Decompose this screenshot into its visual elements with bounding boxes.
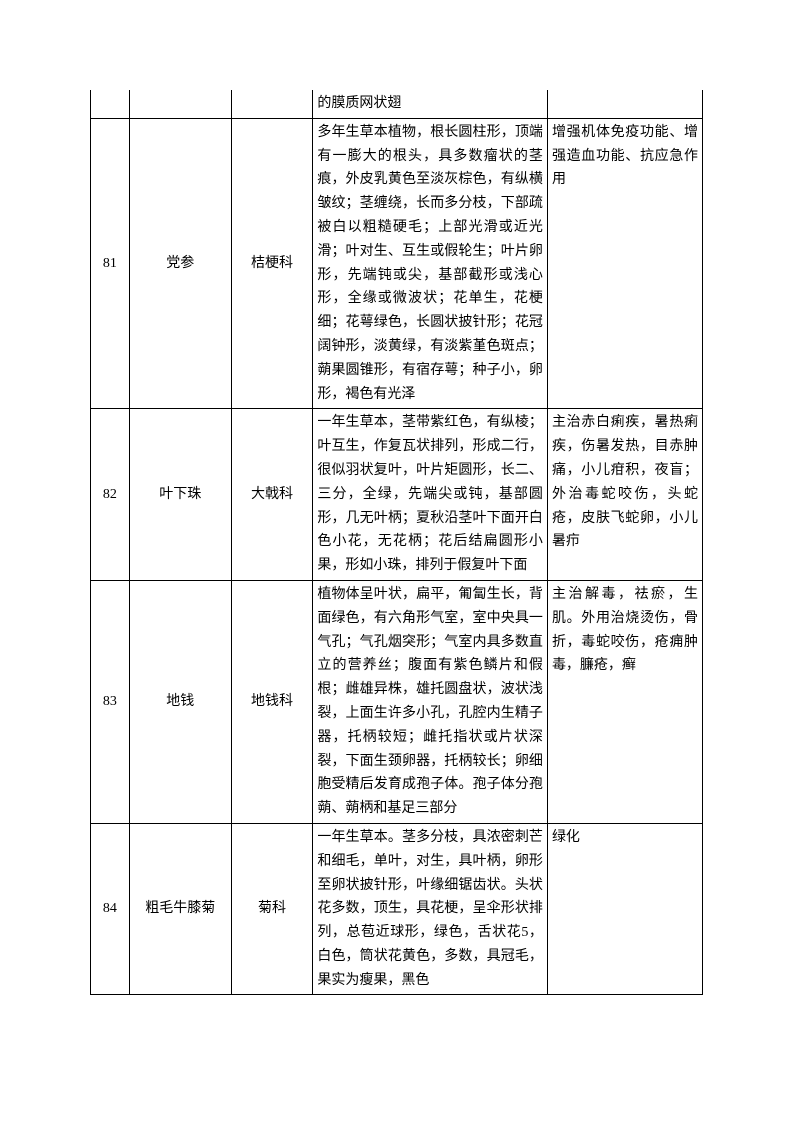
- plant-table: 的膜质网状翅 81 党参 桔梗科 多年生草本植物，根长圆柱形，顶端有一膨大的根头…: [90, 90, 703, 995]
- cell-usage: 主治解毒，祛瘀，生肌。外用治烧烫伤，骨折，毒蛇咬伤，疮痈肿毒，臁疮，癣: [547, 580, 702, 823]
- cell-description: 一年生草本，茎带紫红色，有纵棱；叶互生，作复瓦状排列，形成二行，很似羽状复叶，叶…: [313, 409, 548, 581]
- table-row: 84 粗毛牛膝菊 菊科 一年生草本。茎多分枝，具浓密刺芒和细毛，单叶，对生，具叶…: [91, 823, 703, 995]
- cell-description: 的膜质网状翅: [313, 90, 548, 118]
- cell-description: 植物体呈叶状，扁平，匍匐生长，背面绿色，有六角形气室，室中央具一气孔；气孔烟突形…: [313, 580, 548, 823]
- cell-name: [129, 90, 231, 118]
- cell-usage: [547, 90, 702, 118]
- table-row: 81 党参 桔梗科 多年生草本植物，根长圆柱形，顶端有一膨大的根头，具多数瘤状的…: [91, 118, 703, 409]
- cell-family: 大戟科: [231, 409, 313, 581]
- cell-name: 党参: [129, 118, 231, 409]
- cell-num: 81: [91, 118, 130, 409]
- cell-name: 地钱: [129, 580, 231, 823]
- cell-usage: 增强机体免疫功能、增强造血功能、抗应急作用: [547, 118, 702, 409]
- cell-num: 82: [91, 409, 130, 581]
- cell-description: 多年生草本植物，根长圆柱形，顶端有一膨大的根头，具多数瘤状的茎痕，外皮乳黄色至淡…: [313, 118, 548, 409]
- cell-usage: 主治赤白痢疾，暑热痢疾，伤暑发热，目赤肿痛，小儿疳积，夜盲；外治毒蛇咬伤，头蛇疮…: [547, 409, 702, 581]
- cell-num: 83: [91, 580, 130, 823]
- cell-num: [91, 90, 130, 118]
- cell-name: 粗毛牛膝菊: [129, 823, 231, 995]
- table-row: 的膜质网状翅: [91, 90, 703, 118]
- table-row: 82 叶下珠 大戟科 一年生草本，茎带紫红色，有纵棱；叶互生，作复瓦状排列，形成…: [91, 409, 703, 581]
- cell-family: [231, 90, 313, 118]
- cell-num: 84: [91, 823, 130, 995]
- cell-family: 菊科: [231, 823, 313, 995]
- cell-family: 桔梗科: [231, 118, 313, 409]
- table-row: 83 地钱 地钱科 植物体呈叶状，扁平，匍匐生长，背面绿色，有六角形气室，室中央…: [91, 580, 703, 823]
- cell-name: 叶下珠: [129, 409, 231, 581]
- cell-family: 地钱科: [231, 580, 313, 823]
- table-body: 的膜质网状翅 81 党参 桔梗科 多年生草本植物，根长圆柱形，顶端有一膨大的根头…: [91, 90, 703, 995]
- cell-usage: 绿化: [547, 823, 702, 995]
- cell-description: 一年生草本。茎多分枝，具浓密刺芒和细毛，单叶，对生，具叶柄，卵形至卵状披针形，叶…: [313, 823, 548, 995]
